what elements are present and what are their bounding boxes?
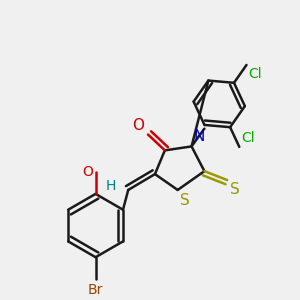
- Text: Br: Br: [88, 283, 103, 297]
- Text: S: S: [230, 182, 240, 197]
- Text: N: N: [194, 129, 205, 144]
- Text: O: O: [83, 165, 94, 179]
- Text: Cl: Cl: [248, 67, 262, 81]
- Text: H: H: [106, 179, 116, 193]
- Text: Cl: Cl: [241, 131, 255, 145]
- Text: S: S: [180, 193, 189, 208]
- Text: O: O: [132, 118, 144, 133]
